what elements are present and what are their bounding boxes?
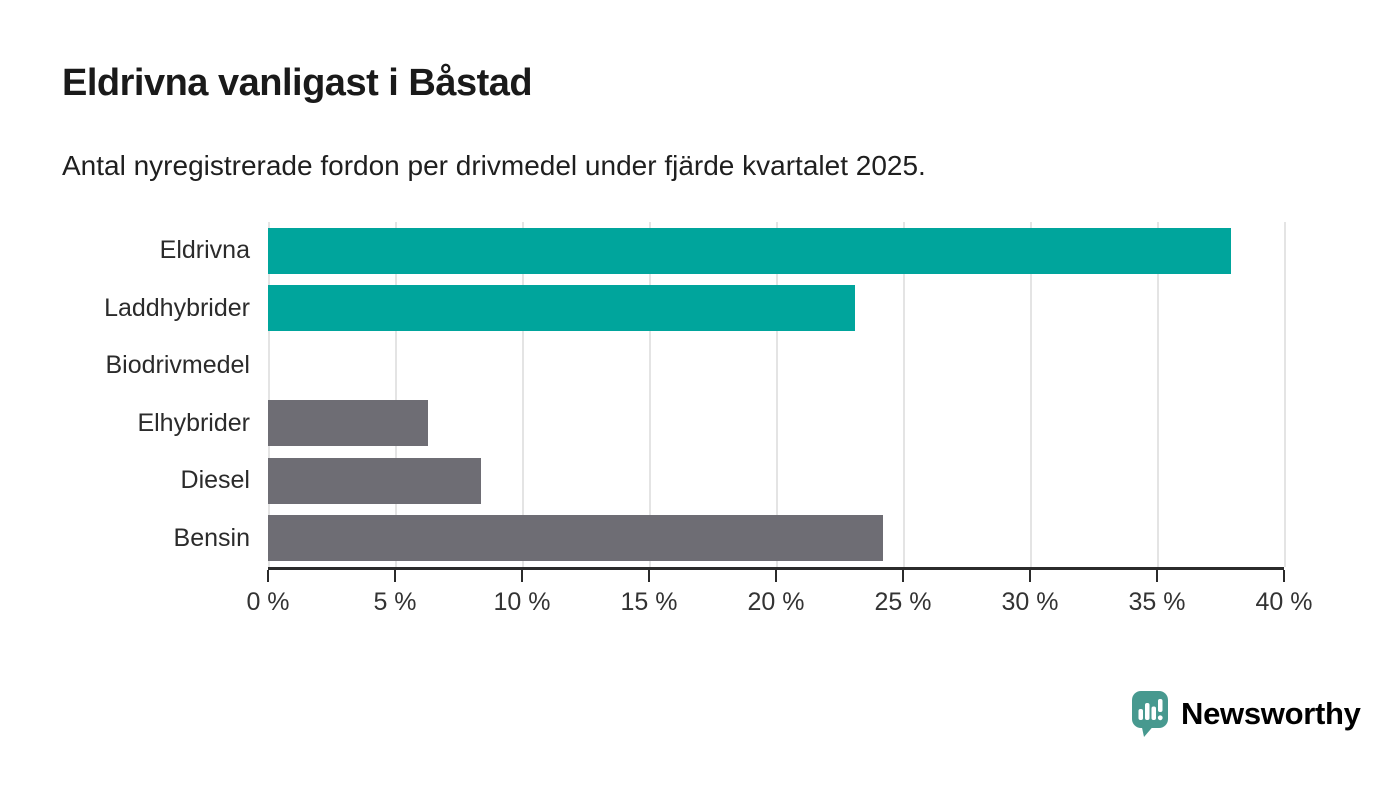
x-tick-label-40: 40 % [1255,588,1313,616]
x-tick-mark-30 [1029,570,1031,582]
chart-subtitle: Antal nyregistrerade fordon per drivmede… [62,150,926,181]
gridline-5 [395,222,397,567]
category-label-bensin: Bensin [173,523,250,552]
category-label-elhybrider: Elhybrider [137,408,250,437]
newsworthy-chart-bubble-icon [1132,691,1168,737]
bar-row-eldrivna: Eldrivna [160,222,1284,280]
x-tick-mark-0 [267,570,269,582]
gridline-35 [1157,222,1159,567]
gridline-0 [268,222,270,567]
x-tick-label-20: 20 % [747,588,805,616]
x-tick-mark-15 [648,570,650,582]
gridline-15 [649,222,651,567]
x-tick-mark-5 [394,570,396,582]
x-tick-label-10: 10 % [493,588,551,616]
bar-row-bensin: Bensin [174,510,1284,568]
gridline-10 [522,222,524,567]
bar-row-elhybrider: Elhybrider [137,395,1284,453]
x-tick-mark-35 [1156,570,1158,582]
x-tick-mark-10 [521,570,523,582]
bar-row-laddhybrider: Laddhybrider [104,280,1284,338]
category-label-biodrivmedel: Biodrivmedel [105,351,250,379]
x-tick-label-5: 5 % [373,588,417,616]
x-tick-label-35: 35 % [1128,588,1186,616]
gridline-25 [903,222,905,567]
x-tick-mark-40 [1283,570,1285,582]
bar-elhybrider [268,400,429,447]
bar-eldrivna [268,227,1231,274]
bar-laddhybrider [268,285,855,332]
gridline-20 [776,222,778,567]
x-tick-label-25: 25 % [874,588,932,616]
category-label-eldrivna: Eldrivna [159,236,250,264]
bar-row-biodrivmedel: Biodrivmedel [105,337,1284,395]
gridline-30 [1030,222,1032,567]
x-tick-label-15: 15 % [620,588,678,616]
plot-area: Eldrivna Laddhybrider Biodrivmedel Elhybrid… [104,222,1312,616]
bar-row-diesel: Diesel [181,452,1284,510]
category-label-diesel: Diesel [180,466,250,494]
x-tick-label-0: 0 % [246,588,290,616]
newsworthy-logo-text: Newsworthy [1181,696,1361,731]
bar-bensin [268,515,883,562]
bar-diesel [268,457,482,504]
chart-title: Eldrivna vanligast i Båstad [62,62,533,104]
newsworthy-logo: Newsworthy [1130,690,1361,738]
x-tick-label-30: 30 % [1001,588,1059,616]
x-tick-mark-25 [902,570,904,582]
x-tick-mark-20 [775,570,777,582]
gridline-40 [1284,222,1286,567]
category-label-laddhybrider: Laddhybrider [104,293,250,322]
